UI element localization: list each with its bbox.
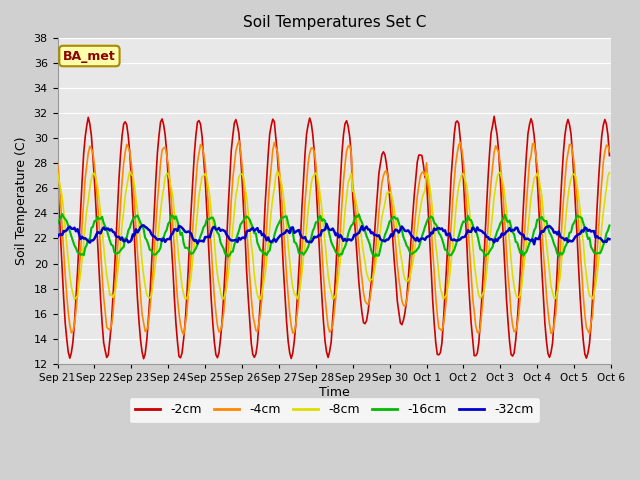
-8cm [578, 229, 586, 235]
-2cm [140, 356, 147, 361]
-32cm [605, 236, 613, 242]
-8cm [273, 168, 281, 174]
-16cm [58, 211, 66, 217]
-2cm [122, 119, 129, 125]
-4cm [240, 180, 248, 186]
-2cm [220, 295, 227, 300]
-2cm [490, 113, 498, 119]
-8cm [605, 170, 613, 176]
-32cm [531, 241, 538, 247]
-16cm [54, 220, 61, 226]
-16cm [238, 220, 246, 226]
-4cm [578, 270, 586, 276]
-4cm [249, 312, 257, 317]
Legend: -2cm, -4cm, -8cm, -16cm, -32cm: -2cm, -4cm, -8cm, -16cm, -32cm [129, 397, 540, 422]
Line: -4cm: -4cm [58, 141, 609, 335]
-32cm [578, 228, 586, 233]
-16cm [248, 221, 255, 227]
-2cm [238, 175, 246, 180]
Line: -32cm: -32cm [58, 224, 609, 244]
-16cm [605, 223, 613, 228]
Title: Soil Temperatures Set C: Soil Temperatures Set C [243, 15, 426, 30]
-16cm [123, 235, 131, 240]
-8cm [220, 296, 227, 301]
Text: BA_met: BA_met [63, 49, 116, 62]
-32cm [122, 238, 129, 243]
-4cm [180, 332, 188, 337]
Line: -2cm: -2cm [58, 116, 609, 359]
-16cm [220, 246, 227, 252]
-2cm [578, 319, 586, 325]
-8cm [298, 269, 306, 275]
-32cm [246, 228, 253, 234]
-8cm [123, 184, 131, 190]
-2cm [248, 340, 255, 346]
-32cm [54, 234, 61, 240]
-2cm [296, 238, 304, 243]
X-axis label: Time: Time [319, 385, 349, 398]
-32cm [218, 227, 226, 233]
-16cm [296, 251, 304, 256]
-4cm [54, 160, 61, 166]
Line: -8cm: -8cm [58, 171, 609, 300]
-8cm [54, 170, 61, 176]
-32cm [295, 227, 303, 233]
-4cm [605, 149, 613, 155]
-16cm [578, 215, 586, 221]
-16cm [371, 254, 378, 260]
-8cm [248, 241, 255, 247]
-4cm [220, 311, 227, 317]
-2cm [605, 153, 613, 158]
Y-axis label: Soil Temperature (C): Soil Temperature (C) [15, 137, 28, 265]
Line: -16cm: -16cm [58, 214, 609, 257]
-4cm [122, 149, 129, 155]
-2cm [54, 175, 61, 181]
-32cm [323, 221, 330, 227]
-4cm [298, 247, 306, 252]
-8cm [70, 297, 78, 302]
-4cm [235, 138, 243, 144]
-32cm [237, 237, 244, 242]
-8cm [238, 171, 246, 177]
